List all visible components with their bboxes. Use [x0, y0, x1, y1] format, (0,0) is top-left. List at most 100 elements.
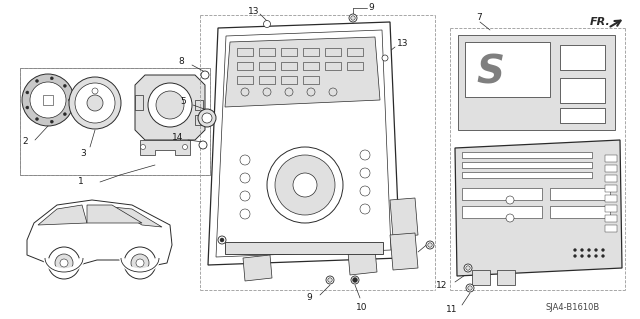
Bar [135, 95, 143, 110]
Polygon shape [348, 249, 377, 275]
Circle shape [573, 249, 577, 251]
Circle shape [60, 259, 68, 267]
Polygon shape [243, 255, 272, 281]
Circle shape [588, 249, 591, 251]
Polygon shape [472, 270, 490, 285]
Circle shape [264, 20, 271, 27]
Polygon shape [458, 35, 615, 130]
Polygon shape [208, 22, 400, 265]
Circle shape [35, 118, 38, 121]
Circle shape [199, 141, 207, 149]
Bar [303, 62, 319, 70]
Bar [465, 42, 550, 97]
Circle shape [218, 236, 226, 244]
Circle shape [55, 254, 73, 272]
Circle shape [201, 71, 209, 79]
Bar [605, 225, 617, 232]
Text: SJA4-B1610B: SJA4-B1610B [545, 303, 599, 313]
Text: 3: 3 [80, 149, 86, 158]
Text: 13: 13 [248, 6, 259, 16]
Bar [550, 206, 610, 218]
Text: S: S [476, 54, 504, 92]
Circle shape [22, 74, 74, 126]
Bar [462, 206, 542, 218]
Bar [462, 152, 592, 158]
Bar [560, 78, 605, 103]
Circle shape [602, 255, 605, 257]
Bar [303, 76, 319, 84]
Circle shape [506, 214, 514, 222]
Circle shape [326, 276, 334, 284]
Circle shape [182, 145, 188, 150]
Text: 11: 11 [446, 305, 458, 314]
Text: 14: 14 [172, 133, 184, 143]
Bar [605, 205, 617, 212]
Circle shape [63, 84, 67, 87]
Polygon shape [390, 198, 418, 237]
Polygon shape [87, 205, 142, 223]
Bar [550, 188, 610, 200]
Circle shape [293, 173, 317, 197]
Bar [237, 48, 253, 56]
Text: 12: 12 [400, 250, 412, 259]
Circle shape [92, 88, 98, 94]
Circle shape [75, 83, 115, 123]
Circle shape [573, 255, 577, 257]
Text: 7: 7 [476, 13, 482, 23]
Bar [195, 115, 203, 125]
Circle shape [428, 243, 432, 247]
Bar [605, 215, 617, 222]
Circle shape [426, 241, 434, 249]
Text: FR.: FR. [590, 17, 611, 27]
Circle shape [156, 91, 184, 119]
Bar [560, 45, 605, 70]
Circle shape [69, 77, 121, 129]
Bar [462, 172, 592, 178]
Circle shape [580, 249, 584, 251]
Polygon shape [135, 75, 205, 140]
Bar [325, 62, 341, 70]
Text: 13: 13 [397, 39, 408, 48]
Circle shape [506, 196, 514, 204]
Polygon shape [27, 200, 172, 267]
Bar [259, 62, 275, 70]
Circle shape [595, 255, 598, 257]
Bar [281, 62, 297, 70]
Circle shape [51, 77, 53, 80]
Circle shape [382, 55, 388, 61]
Circle shape [588, 255, 591, 257]
Circle shape [464, 264, 472, 272]
Circle shape [30, 82, 66, 118]
Circle shape [220, 238, 224, 242]
Text: 9: 9 [368, 3, 374, 11]
Bar [195, 100, 203, 110]
Bar [347, 62, 363, 70]
Bar [462, 188, 542, 200]
Circle shape [26, 106, 29, 109]
Circle shape [51, 120, 53, 123]
Bar [237, 76, 253, 84]
Text: 8: 8 [178, 57, 184, 66]
Bar [462, 162, 592, 168]
Text: 5: 5 [180, 98, 186, 107]
Circle shape [141, 145, 145, 150]
Text: 2: 2 [22, 137, 28, 146]
Circle shape [466, 284, 474, 292]
Polygon shape [455, 140, 622, 276]
Text: 1: 1 [78, 177, 84, 187]
Circle shape [131, 254, 149, 272]
Circle shape [26, 91, 29, 94]
Circle shape [87, 95, 103, 111]
Circle shape [198, 109, 216, 127]
Bar [281, 76, 297, 84]
Bar [303, 48, 319, 56]
Bar [605, 155, 617, 162]
Circle shape [328, 278, 332, 282]
Bar [259, 76, 275, 84]
Circle shape [580, 255, 584, 257]
Bar [325, 48, 341, 56]
Text: 9: 9 [306, 293, 312, 301]
Circle shape [349, 14, 357, 22]
Circle shape [35, 79, 38, 82]
Polygon shape [38, 205, 87, 225]
